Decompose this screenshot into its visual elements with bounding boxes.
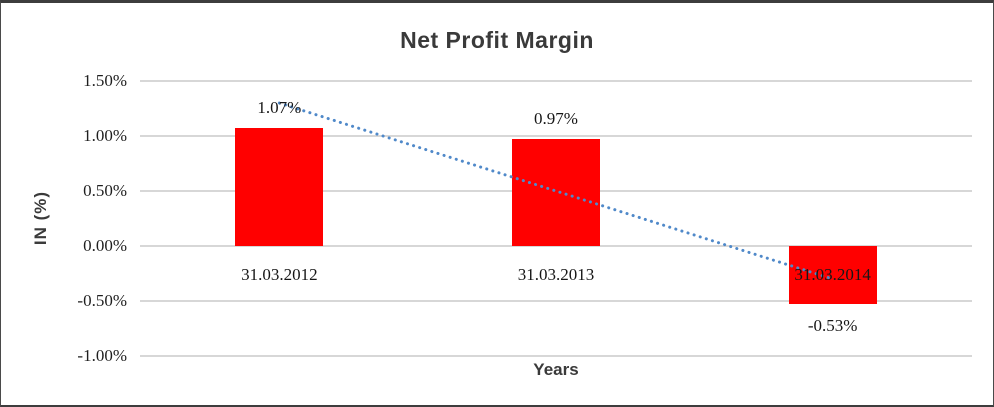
- category-label: 31.03.2013: [517, 265, 595, 284]
- data-label: 1.07%: [257, 98, 302, 118]
- gridline: [140, 80, 972, 82]
- data-label: -0.53%: [807, 316, 858, 336]
- data-label: 0.97%: [534, 109, 578, 129]
- trendline[interactable]: [1, 3, 994, 407]
- y-tick-label: -1.00%: [77, 346, 127, 365]
- bar-1[interactable]: [512, 139, 600, 246]
- y-tick-label: 1.50%: [83, 71, 127, 90]
- chart-title: Net Profit Margin: [400, 27, 594, 53]
- y-tick-label: 0.00%: [83, 236, 127, 255]
- gridline: [140, 300, 972, 302]
- gridline: [140, 355, 972, 357]
- category-label: 31.03.2014: [794, 265, 871, 284]
- y-axis-title: IN (%): [31, 190, 50, 246]
- y-tick-label: -0.50%: [77, 291, 127, 310]
- y-tick-label: 1.00%: [83, 126, 127, 145]
- x-axis-title: Years: [533, 360, 579, 379]
- y-tick-label: 0.50%: [83, 181, 127, 200]
- bar-0[interactable]: [235, 128, 324, 246]
- category-label: 31.03.2012: [241, 265, 318, 284]
